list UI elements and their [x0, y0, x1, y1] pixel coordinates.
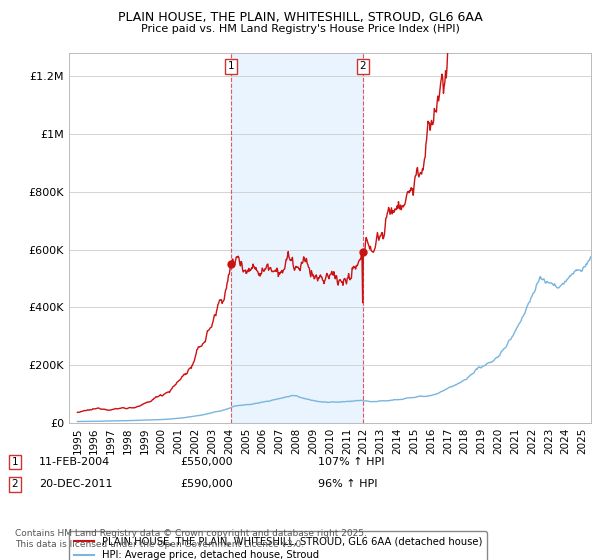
Text: Contains HM Land Registry data © Crown copyright and database right 2025.
This d: Contains HM Land Registry data © Crown c…: [15, 529, 367, 549]
Text: 20-DEC-2011: 20-DEC-2011: [39, 479, 113, 489]
Text: £590,000: £590,000: [180, 479, 233, 489]
Text: 2: 2: [11, 479, 19, 489]
Text: £550,000: £550,000: [180, 457, 233, 467]
Legend: PLAIN HOUSE, THE PLAIN, WHITESHILL, STROUD, GL6 6AA (detached house), HPI: Avera: PLAIN HOUSE, THE PLAIN, WHITESHILL, STRO…: [69, 531, 487, 560]
Text: 1: 1: [11, 457, 19, 467]
Text: 1: 1: [227, 61, 234, 71]
Text: 96% ↑ HPI: 96% ↑ HPI: [318, 479, 377, 489]
Text: 2: 2: [359, 61, 367, 71]
Bar: [230, 53, 363, 423]
Text: 11-FEB-2004: 11-FEB-2004: [39, 457, 110, 467]
Text: PLAIN HOUSE, THE PLAIN, WHITESHILL, STROUD, GL6 6AA: PLAIN HOUSE, THE PLAIN, WHITESHILL, STRO…: [118, 11, 482, 24]
Text: 107% ↑ HPI: 107% ↑ HPI: [318, 457, 385, 467]
Text: Price paid vs. HM Land Registry's House Price Index (HPI): Price paid vs. HM Land Registry's House …: [140, 24, 460, 34]
